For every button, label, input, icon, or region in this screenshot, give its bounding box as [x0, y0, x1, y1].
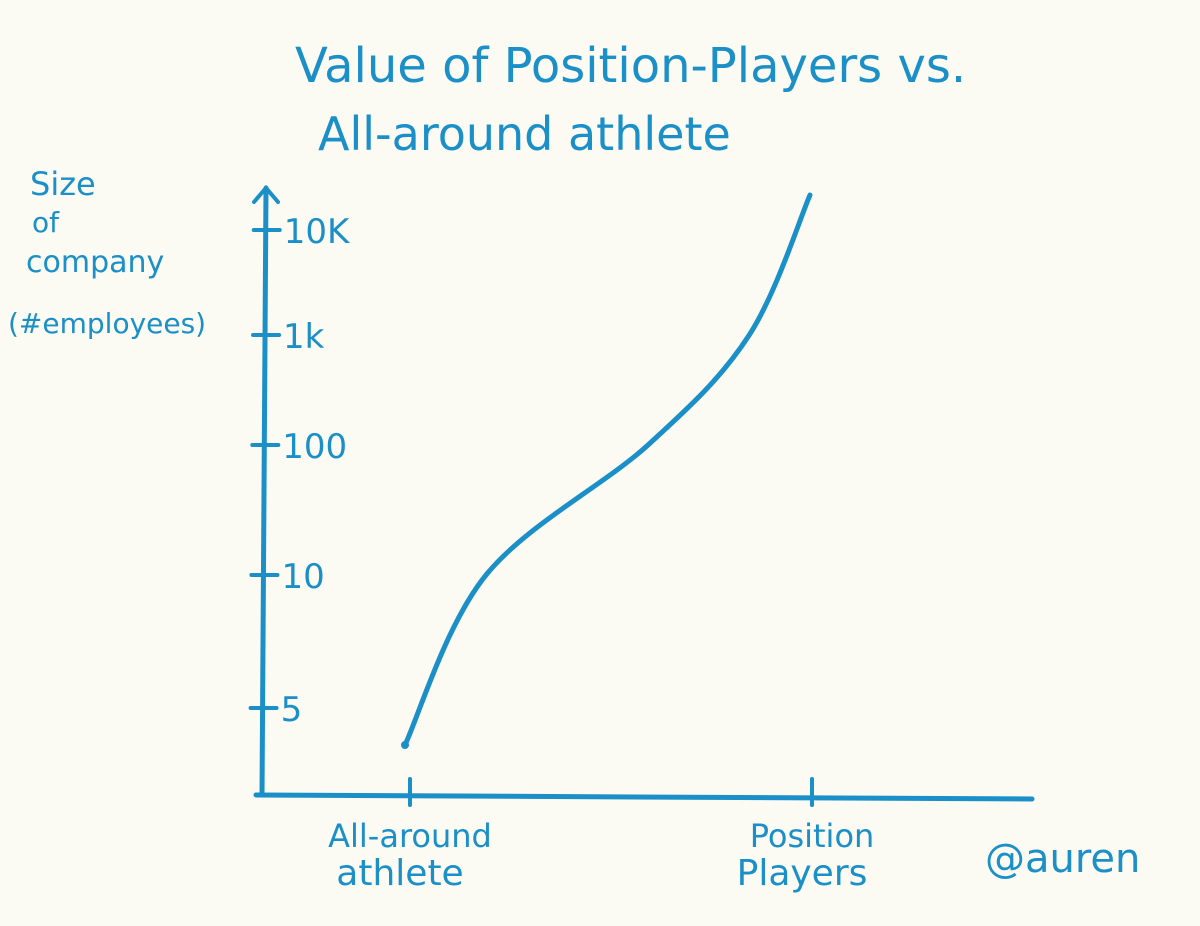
credit-label: @auren: [985, 836, 1140, 882]
series-group: [401, 192, 813, 749]
axes: [252, 184, 1035, 802]
x-tick-label: athlete: [336, 853, 463, 894]
y-tick-label: 10: [281, 557, 324, 597]
x-tick-label: Position: [750, 817, 875, 855]
x-axis-line: [253, 792, 1035, 802]
series-line: [402, 192, 813, 748]
y-axis-label-line-1: Size: [30, 165, 96, 203]
y-tick-label: 10K: [284, 212, 351, 252]
y-axis-label-line-3: company: [26, 245, 164, 280]
y-tick-label: 5: [281, 690, 303, 730]
x-tick-label: Players: [737, 853, 868, 894]
x-tick-label: All-around: [328, 817, 492, 855]
y-tick-label: 100: [282, 427, 347, 467]
y-axis-line: [259, 185, 269, 798]
series-start-point: [401, 741, 409, 749]
y-axis-arrowhead: [252, 184, 280, 204]
y-tick-label: 1k: [283, 317, 325, 357]
chart-title-line-2: All-around athlete: [318, 107, 731, 161]
y-axis-label-line-4: (#employees): [8, 307, 206, 340]
y-axis-label-line-2: of: [32, 206, 60, 239]
y-ticks: 5 10 100 1k 10K: [248, 212, 351, 730]
chart-title-line-1: Value of Position-Players vs.: [295, 38, 966, 94]
